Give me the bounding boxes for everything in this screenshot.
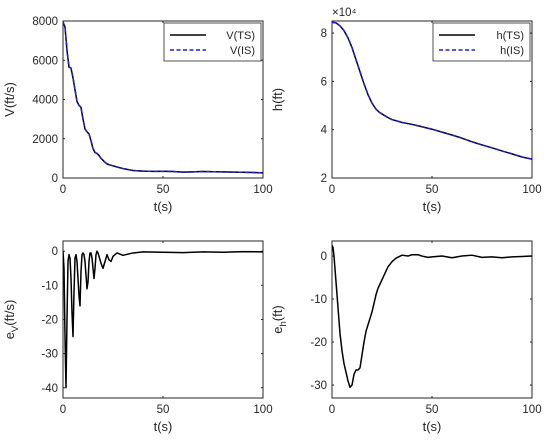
y-tick-label: 2000 bbox=[32, 134, 58, 146]
y-tick-label: -30 bbox=[310, 380, 327, 392]
x-tick-label: 0 bbox=[329, 404, 335, 416]
legend-box bbox=[432, 22, 531, 62]
x-tick-label: 50 bbox=[426, 404, 439, 416]
subplot-3: 0 50 100 -40 -30 -20 -10 0 t(s) eV(ft/s) bbox=[2, 240, 273, 434]
subplot-1: 0 50 10002000400060008000t(s)V(ft/s)V(TS)V… bbox=[2, 16, 273, 214]
y-axis-label: V(ft/s) bbox=[2, 82, 17, 117]
y-tick-label: -20 bbox=[41, 315, 58, 327]
y-tick-label: 0 bbox=[321, 251, 327, 263]
y-tick-label: 6000 bbox=[32, 55, 58, 67]
subplot-4: 0 50 100 -30 -20 -10 0 t(s) eh(ft) bbox=[270, 240, 542, 434]
x-tick-label: 100 bbox=[522, 404, 541, 416]
y-axis-label: eh(ft) bbox=[270, 305, 289, 333]
x-axis-label: t(s) bbox=[154, 199, 173, 214]
x-axis-label: t(s) bbox=[423, 199, 442, 214]
series-line-v-is bbox=[63, 21, 263, 174]
axis-multiplier: ×10⁴ bbox=[332, 7, 357, 19]
y-tick-label: 8000 bbox=[32, 16, 58, 28]
y-tick-label: -10 bbox=[310, 294, 327, 306]
y-tick-label: -10 bbox=[41, 280, 58, 292]
y-tick-label: -40 bbox=[41, 383, 58, 395]
legend-box bbox=[163, 22, 262, 62]
y-tick-label: -20 bbox=[310, 337, 327, 349]
x-tick-label: 50 bbox=[426, 184, 439, 196]
subplot-2: 0 50 100 2 4 6 8 ×10⁴ t(s) h(ft) h(TS) h(IS) bbox=[270, 7, 542, 214]
legend-label: h(IS) bbox=[500, 45, 524, 57]
legend: h(TS) h(IS) bbox=[432, 22, 531, 62]
y-axis-label: eV(ft/s) bbox=[2, 300, 21, 340]
x-tick-label: 50 bbox=[157, 404, 170, 416]
y-tick-label: 8 bbox=[321, 28, 327, 40]
y-tick-label: 2 bbox=[321, 173, 327, 185]
series-line-1 bbox=[63, 250, 263, 389]
x-tick-label: 100 bbox=[253, 404, 272, 416]
y-tick-label: 0 bbox=[52, 173, 58, 185]
plot-area bbox=[331, 240, 533, 399]
plot-area bbox=[62, 240, 264, 399]
y-tick-label: 4 bbox=[321, 125, 328, 137]
y-tick-label: -30 bbox=[41, 349, 58, 361]
x-tick-label: 100 bbox=[522, 184, 541, 196]
x-axis-label: t(s) bbox=[154, 419, 173, 434]
x-axis-label: t(s) bbox=[423, 419, 442, 434]
y-tick-label: 6 bbox=[321, 76, 327, 88]
legend-label: h(TS) bbox=[497, 30, 525, 42]
y-tick-label: 4000 bbox=[32, 95, 58, 107]
y-tick-label: 0 bbox=[52, 246, 58, 258]
legend: V(TS) V(IS) bbox=[163, 22, 262, 62]
series-line-1 bbox=[332, 244, 532, 388]
legend-label: V(IS) bbox=[230, 45, 255, 57]
x-tick-label: 100 bbox=[253, 184, 272, 196]
series-line-h-is bbox=[332, 21, 532, 160]
x-tick-label: 0 bbox=[60, 184, 66, 196]
x-tick-label: 0 bbox=[60, 404, 66, 416]
y-axis-label: h(ft) bbox=[270, 88, 285, 111]
x-tick-label: 0 bbox=[329, 184, 335, 196]
legend-label: V(TS) bbox=[226, 30, 255, 42]
x-tick-label: 50 bbox=[157, 184, 170, 196]
